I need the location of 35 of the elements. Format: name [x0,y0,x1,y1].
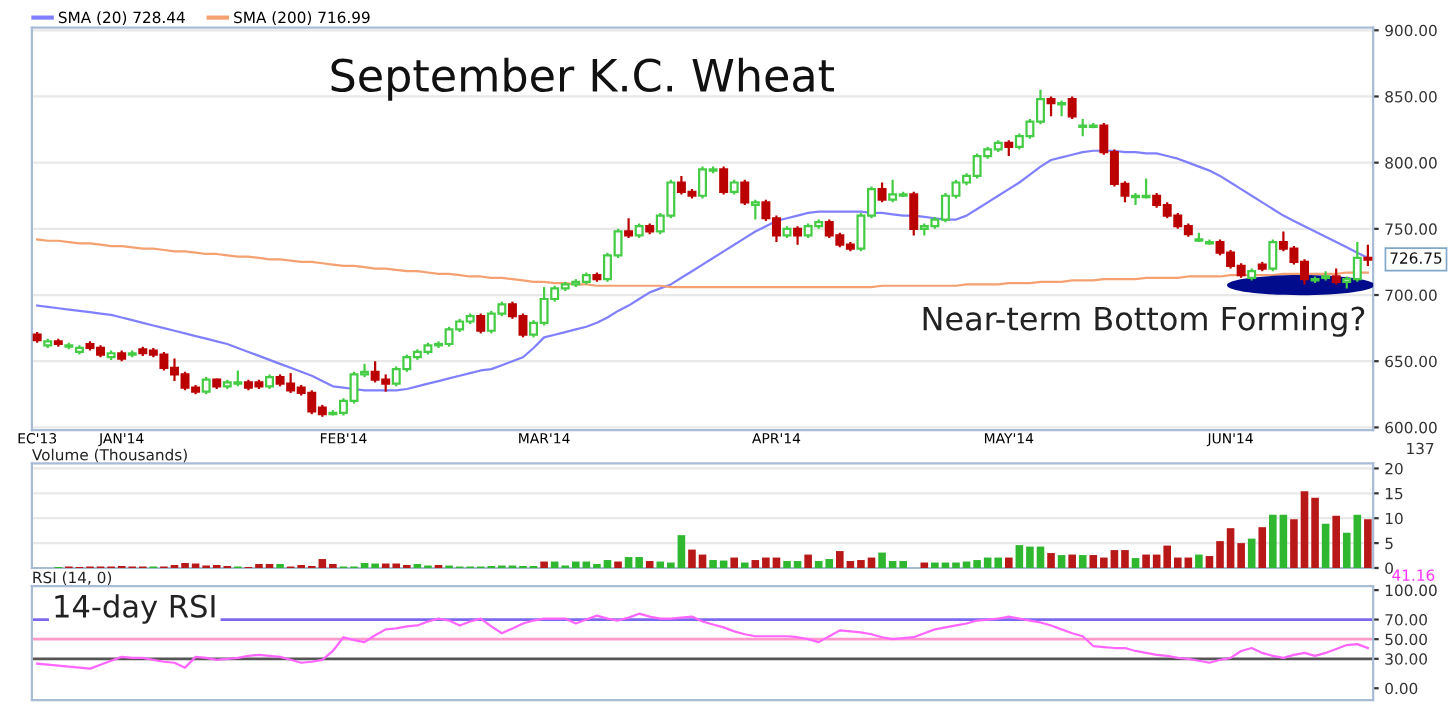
bar [1321,523,1330,568]
bar [804,554,812,568]
bar [1332,515,1340,568]
bar [645,561,654,568]
candlestick [793,225,803,246]
candlestick [750,198,760,221]
line-series [36,238,1369,289]
candlestick [877,181,887,204]
bar [1004,557,1013,568]
bar [1047,553,1055,568]
candlestick [909,190,919,237]
bar [1247,538,1256,568]
text: September K.C. Wheat [331,57,834,101]
annotation: 14-day RSI [55,594,215,624]
bar [730,557,739,568]
candlestick [1268,238,1278,273]
candlestick [1067,95,1077,121]
candlestick [740,178,750,207]
bar [1258,527,1267,568]
annotation: Near-term Bottom Forming? [923,305,1365,337]
bar [1068,554,1076,568]
candlestick [1057,99,1067,118]
bar [1364,519,1372,568]
candlestick [719,165,729,196]
candlestick [1046,95,1056,118]
bar [614,561,622,568]
bar [1078,555,1087,568]
bar [540,561,548,568]
candlestick [1363,243,1373,268]
candlestick [476,312,486,335]
bar [740,562,749,568]
candlestick [624,217,634,240]
bar [1131,558,1140,568]
bar [1057,555,1066,568]
bar [1195,554,1203,568]
